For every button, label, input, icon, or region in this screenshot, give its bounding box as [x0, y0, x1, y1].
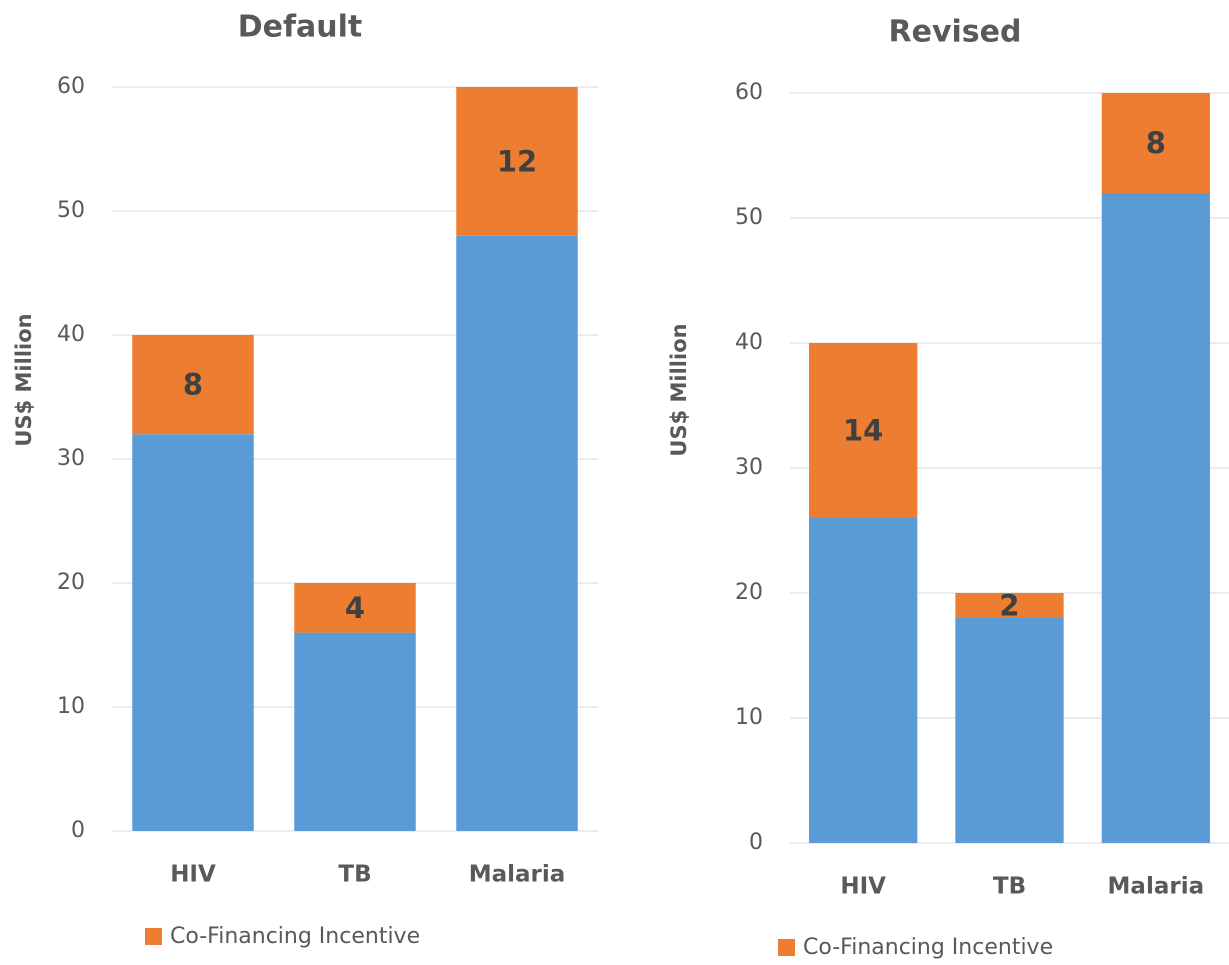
data-label: 8 — [183, 368, 203, 402]
y-axis-label: US$ Million — [12, 313, 36, 446]
y-tick-label: 30 — [57, 446, 85, 471]
data-label: 8 — [1146, 126, 1166, 160]
bar-segment — [294, 632, 416, 831]
bar-segment — [955, 593, 1064, 618]
x-tick-label: TB — [993, 874, 1026, 900]
chart-title: Default — [238, 10, 363, 45]
x-tick-label: Malaria — [1108, 874, 1205, 900]
data-label: 14 — [843, 414, 883, 448]
y-tick-label: 50 — [57, 198, 85, 223]
y-tick-label: 10 — [735, 705, 763, 730]
legend-swatch — [145, 928, 162, 945]
y-tick-label: 0 — [71, 818, 85, 843]
y-tick-label: 20 — [735, 580, 763, 605]
bar-segment — [955, 618, 1064, 843]
x-tick-label: HIV — [840, 874, 886, 900]
y-tick-label: 50 — [735, 205, 763, 230]
legend-swatch — [778, 939, 795, 956]
data-label: 2 — [999, 589, 1019, 623]
x-tick-label: Malaria — [469, 862, 566, 888]
bar-segment — [132, 434, 254, 831]
y-tick-label: 0 — [749, 830, 763, 855]
y-tick-label: 40 — [735, 330, 763, 355]
bar-segment — [1101, 93, 1210, 193]
y-tick-label: 60 — [57, 74, 85, 99]
y-tick-label: 30 — [735, 455, 763, 480]
x-tick-label: HIV — [170, 862, 216, 888]
bar-segment — [809, 343, 918, 518]
bar-segment — [456, 87, 578, 236]
data-label: 12 — [497, 144, 537, 178]
bar-segment — [294, 583, 416, 633]
y-axis-label: US$ Million — [667, 323, 691, 456]
bar-segment — [456, 235, 578, 832]
legend-label: Co-Financing Incentive — [170, 924, 420, 949]
bar-segment — [1101, 193, 1210, 843]
legend-label: Co-Financing Incentive — [803, 935, 1053, 960]
y-tick-label: 10 — [57, 694, 85, 719]
x-tick-label: TB — [338, 862, 371, 888]
data-label: 4 — [345, 591, 365, 625]
y-tick-label: 40 — [57, 322, 85, 347]
bar-segment — [809, 518, 918, 843]
y-tick-label: 20 — [57, 570, 85, 595]
bar-segment — [132, 335, 254, 435]
y-tick-label: 60 — [735, 80, 763, 105]
chart-title: Revised — [889, 15, 1022, 50]
